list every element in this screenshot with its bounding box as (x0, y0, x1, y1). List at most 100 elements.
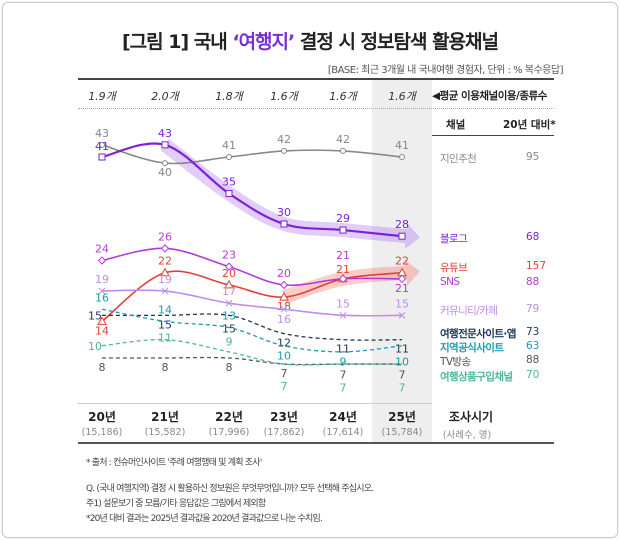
data-label: 8 (162, 361, 169, 374)
series-line (101, 308, 403, 353)
data-label: 20 (222, 267, 236, 280)
youtube-trend-arrow-head (404, 259, 420, 286)
legend-channel: 유튜브 (440, 262, 468, 274)
data-label: 10 (88, 340, 102, 353)
data-label: 14 (158, 303, 172, 316)
top-rule (78, 78, 554, 80)
data-point (161, 287, 169, 295)
data-label: 8 (99, 361, 106, 374)
data-label: 9 (340, 356, 347, 369)
header-rule (432, 135, 554, 136)
data-point (339, 226, 347, 234)
title-highlight: ‘여행지’ (232, 31, 295, 53)
series-line (101, 356, 402, 366)
data-label: 41 (95, 140, 109, 153)
legend-vs20: 88 (526, 354, 540, 366)
data-label: 14 (95, 324, 109, 337)
data-label: 19 (95, 273, 109, 286)
series-line (101, 144, 403, 165)
data-point (399, 154, 405, 160)
data-point (226, 154, 232, 160)
data-label: 19 (158, 273, 172, 286)
legend-channel: 블로그 (440, 233, 468, 245)
data-label: 43 (95, 127, 109, 140)
data-label: 43 (158, 127, 172, 140)
data-point (281, 147, 287, 154)
data-point (398, 311, 406, 319)
data-point (397, 274, 407, 284)
legend-vs20: 79 (526, 303, 540, 315)
legend-vs20: 95 (526, 151, 540, 163)
year-label: 20년 (88, 410, 116, 424)
series-line (102, 313, 403, 341)
data-label: 24 (95, 243, 109, 256)
data-point (160, 267, 170, 277)
data-point (98, 287, 106, 295)
footnote-note2: *20년 대비 결과는 2025년 결과값을 2020년 결과값으로 나눈 수치… (86, 514, 323, 524)
header-channel: 채널 (446, 119, 466, 131)
data-label: 30 (277, 206, 291, 219)
sample-size: (17,996) (208, 427, 250, 438)
avg-label: ◀평균 이용채널이용/종류수 (432, 90, 547, 102)
data-point (162, 160, 168, 167)
sample-size: (15,784) (381, 427, 423, 438)
data-label: 21 (336, 249, 350, 262)
data-label: 15 (395, 297, 409, 310)
year-label: 22년 (215, 410, 243, 424)
data-point (225, 299, 233, 307)
legend-vs20: 73 (526, 326, 540, 338)
avg-count: 1.9개 (88, 90, 116, 103)
data-label: 11 (336, 343, 350, 356)
data-label: 18 (277, 300, 291, 313)
legend-vs20: 70 (526, 369, 540, 381)
x-axis-label: 조사시기 (448, 410, 494, 424)
title-suffix: 결정 시 정보탐색 활용채널 (294, 31, 499, 53)
header-vs20: 20년 대비* (503, 119, 556, 131)
legend-channel: 여행전문사이트·앱 (440, 328, 516, 340)
data-label: 28 (395, 218, 409, 231)
footnote-note1: 주1) 설문보기 중 모름/기타 응답값은 그림에서 제외함 (86, 499, 266, 509)
data-label: 16 (277, 313, 291, 326)
axis-rule (78, 403, 432, 404)
data-point (279, 280, 289, 290)
data-label: 11 (395, 343, 409, 356)
avg-count: 2.0개 (151, 90, 179, 103)
data-point (161, 141, 169, 149)
data-label: 9 (226, 336, 233, 349)
year-label: 24년 (329, 410, 357, 424)
data-label: 13 (222, 310, 236, 323)
x-axis-sub: (사례수, 명) (442, 430, 492, 441)
data-label: 11 (158, 331, 172, 344)
legend-channel: 지역공식사이트 (440, 342, 504, 354)
year-label: 21년 (151, 410, 179, 424)
data-label: 7 (281, 380, 288, 393)
data-label: 41 (395, 139, 409, 152)
data-point (339, 311, 347, 319)
series-line (101, 289, 403, 317)
sample-size: (15,582) (144, 427, 186, 438)
legend-vs20: 88 (526, 276, 540, 288)
avg-divider (78, 108, 554, 109)
title-prefix: [그림 1] 국내 (122, 31, 233, 53)
data-point (98, 153, 106, 161)
base-note: [BASE: 최근 3개월 내 국내여행 경험자, 단위 : % 복수응답] (327, 65, 564, 76)
year-label: 25년 (388, 410, 416, 424)
avg-count: 1.8개 (215, 90, 243, 103)
data-label: 22 (158, 255, 172, 268)
footnote-question: Q. (국내 여행지역) 결정 시 활용하신 정보원은 무엇무엇입니까? 모두 … (86, 484, 374, 494)
legend-vs20: 157 (526, 260, 547, 272)
data-label: 15 (336, 297, 350, 310)
data-label: 29 (336, 212, 350, 225)
year-label: 23년 (270, 410, 298, 424)
sample-size: (17,862) (263, 427, 305, 438)
avg-count: 1.6개 (329, 90, 357, 103)
data-label: 22 (395, 255, 409, 268)
data-label: 16 (95, 291, 109, 304)
data-label: 8 (226, 361, 233, 374)
sample-size: (15,186) (81, 427, 123, 438)
legend-vs20: 68 (526, 231, 540, 243)
data-label: 42 (277, 133, 291, 146)
series-line (101, 338, 402, 366)
legend-channel: 여행상품구입채널 (440, 371, 513, 383)
